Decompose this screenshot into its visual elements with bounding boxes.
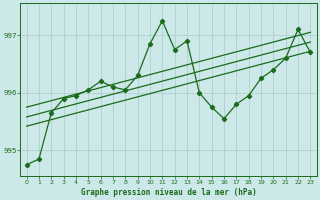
X-axis label: Graphe pression niveau de la mer (hPa): Graphe pression niveau de la mer (hPa)	[81, 188, 256, 197]
